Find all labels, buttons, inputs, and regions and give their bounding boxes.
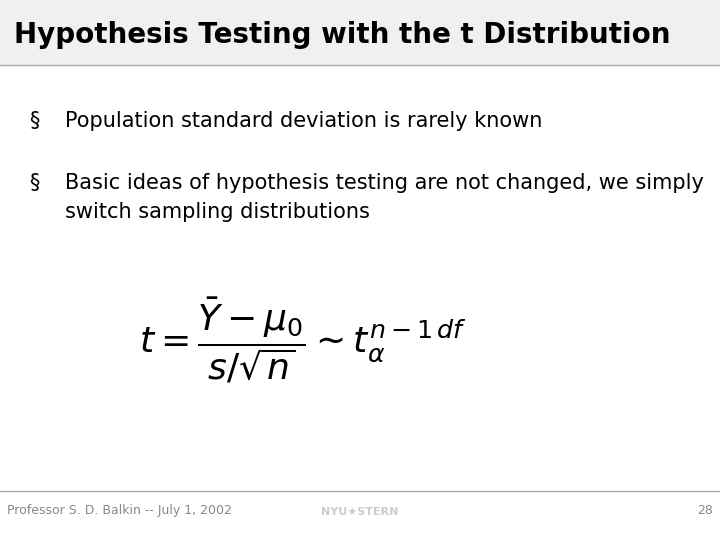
Text: Population standard deviation is rarely known: Population standard deviation is rarely … — [65, 111, 542, 131]
Text: $t = \dfrac{\bar{Y} - \mu_0}{s / \sqrt{n}} \sim t_{\alpha}^{n-1\,df}$: $t = \dfrac{\bar{Y} - \mu_0}{s / \sqrt{n… — [138, 295, 467, 385]
Text: Hypothesis Testing with the t Distribution: Hypothesis Testing with the t Distributi… — [14, 21, 671, 49]
FancyBboxPatch shape — [0, 0, 720, 65]
Text: Basic ideas of hypothesis testing are not changed, we simply
switch sampling dis: Basic ideas of hypothesis testing are no… — [65, 173, 703, 222]
Text: 28: 28 — [697, 504, 713, 517]
Text: §: § — [29, 173, 39, 193]
Text: NYU★STERN: NYU★STERN — [321, 507, 399, 517]
Text: §: § — [29, 111, 39, 131]
Text: Professor S. D. Balkin -- July 1, 2002: Professor S. D. Balkin -- July 1, 2002 — [7, 504, 232, 517]
